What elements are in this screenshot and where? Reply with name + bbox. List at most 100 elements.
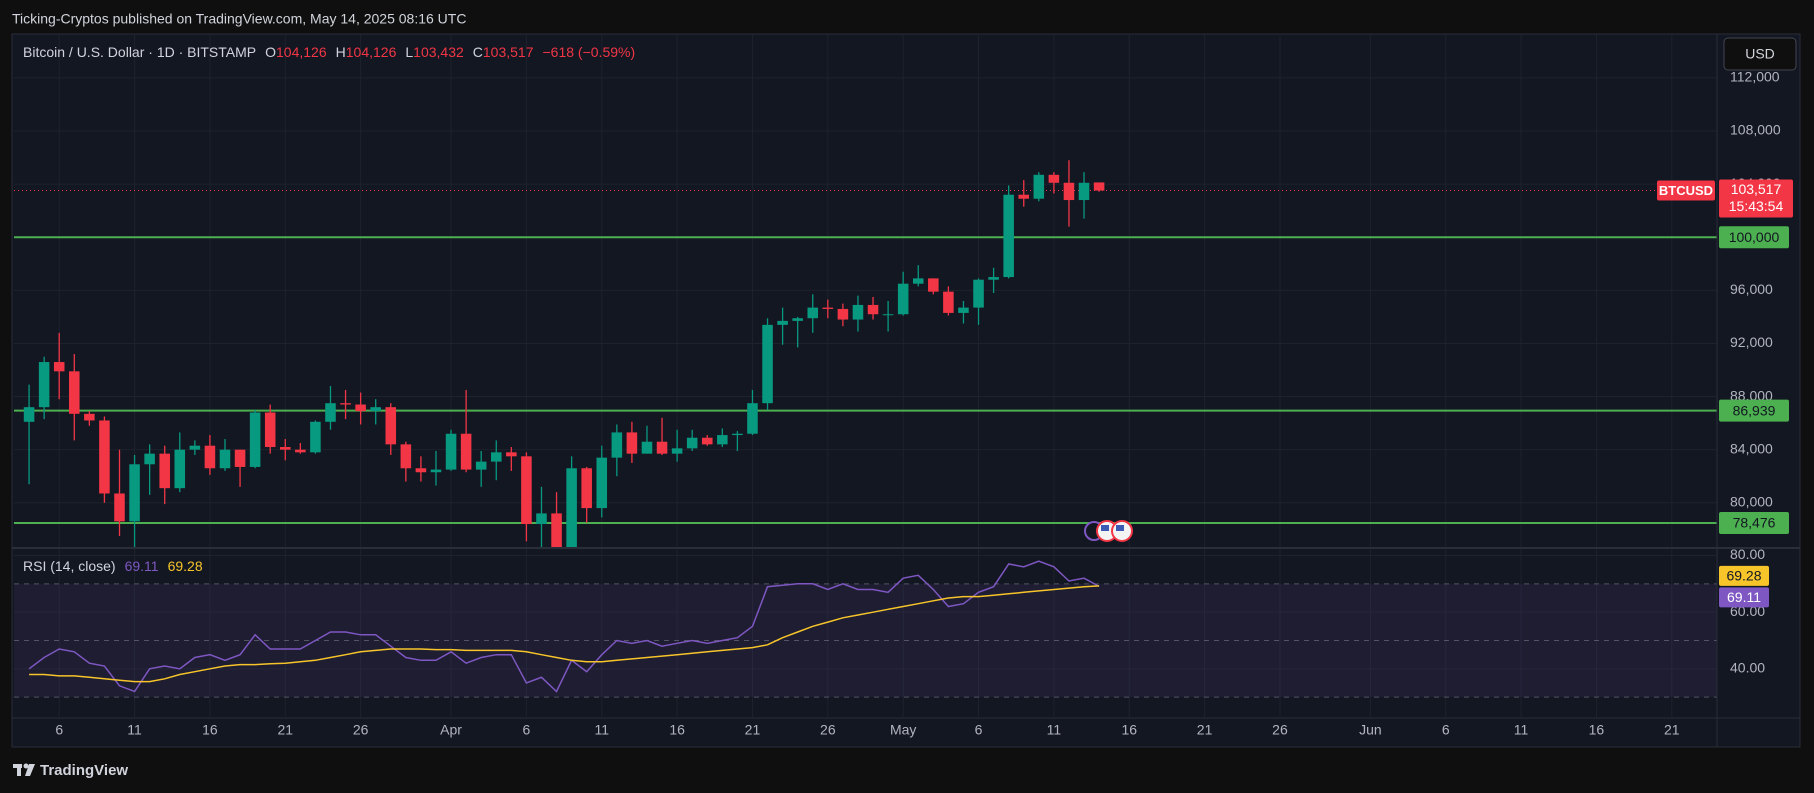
candle-body: [792, 318, 803, 321]
candle-body: [189, 445, 201, 450]
candle-body: [611, 432, 623, 458]
candle-body: [777, 320, 788, 325]
candle-body: [882, 314, 894, 316]
candle-body: [69, 371, 80, 414]
candle-body: [912, 278, 924, 284]
candle-body: [566, 468, 577, 547]
candle-body: [355, 404, 366, 412]
rsi-line: [28, 560, 1100, 693]
candle-body: [249, 412, 261, 467]
x-tick-label: 6: [55, 722, 63, 738]
level-badge: [1719, 512, 1789, 535]
price-pane: [23, 160, 1105, 547]
rsi-title: RSI (14, close): [23, 558, 116, 574]
candle-body: [129, 464, 140, 522]
y-tick-label: 92,000: [1730, 334, 1773, 350]
axis-layer: 6 11 16 21 26 Apr 6 11 16 21 26 May 6 11 16 21 26 Jun 6 11 1…: [55, 69, 1781, 738]
y-tick-label: 108,000: [1730, 122, 1781, 138]
x-tick-label: May: [890, 722, 916, 738]
candle-body: [84, 413, 95, 421]
x-tick-label: 26: [1272, 722, 1288, 738]
candle-body: [943, 291, 954, 313]
flag-canton: [1101, 525, 1109, 531]
ohlc-value: 104,126: [276, 44, 327, 60]
y-tick-label: 40.00: [1730, 660, 1765, 676]
x-tick-label: 6: [1442, 722, 1450, 738]
rsi-value-badge: [1719, 565, 1769, 586]
candle-body: [445, 433, 457, 470]
last-price-label: 103,517: [1731, 181, 1782, 197]
logo-shape: [23, 763, 29, 769]
candle-body: [234, 449, 246, 467]
x-tick-label: 16: [1589, 722, 1605, 738]
y-tick-label: 96,000: [1730, 281, 1773, 297]
candle-body: [264, 412, 276, 448]
candle-body: [1078, 182, 1090, 201]
candle-body: [521, 456, 532, 525]
rsi-value-label: 69.11: [1727, 589, 1761, 605]
candle-body: [867, 304, 879, 315]
candle-body: [671, 448, 683, 454]
symbol-badge: [1657, 180, 1715, 201]
candle-body: [551, 513, 562, 547]
level-badge: [1719, 399, 1789, 422]
x-tick-label: 11: [1514, 722, 1529, 738]
change-value: −618 (−0.59%): [543, 44, 636, 60]
level-label: 100,000: [1729, 229, 1780, 245]
rsi-band-layer: [14, 583, 1717, 698]
y-tick-label: 88,000: [1730, 387, 1773, 403]
x-tick-label: Apr: [440, 722, 462, 738]
candle-body: [400, 444, 412, 469]
candle-body: [747, 403, 758, 434]
x-tick-label: Jun: [1359, 722, 1382, 738]
x-tick-label: 11: [127, 722, 142, 738]
currency-button[interactable]: [1723, 37, 1797, 71]
candle-body: [38, 362, 50, 408]
candle-body: [430, 469, 442, 473]
candle-body: [686, 437, 698, 449]
candle-body: [958, 307, 969, 313]
candle-body: [837, 308, 849, 320]
countdown-label: 15:43:54: [1729, 198, 1784, 214]
x-tick-label: 21: [1664, 722, 1680, 738]
candle-body: [928, 278, 939, 292]
candle-body: [596, 457, 608, 509]
x-tick-label: 26: [820, 722, 836, 738]
candle-body: [385, 407, 397, 445]
candle-body: [1063, 182, 1075, 201]
ohlc-key: C: [473, 44, 483, 60]
x-tick-label: 21: [745, 722, 761, 738]
level-label: 86,939: [1733, 402, 1776, 418]
candle-body: [701, 437, 713, 445]
candle-body: [822, 307, 834, 309]
ohlc-value: 104,126: [346, 44, 397, 60]
flag-canton: [1116, 525, 1124, 531]
candle-body: [295, 449, 306, 453]
x-tick-label: 21: [277, 722, 293, 738]
currency-label[interactable]: USD: [1745, 46, 1775, 62]
candle-body: [53, 362, 65, 372]
candle-body: [460, 433, 472, 470]
x-tick-label: 21: [1197, 722, 1213, 738]
x-tick-label: 11: [1047, 722, 1062, 738]
candle-body: [99, 420, 110, 494]
publisher-line: Ticking-Cryptos published on TradingView…: [12, 11, 466, 27]
logo-shape: [25, 764, 35, 776]
y-tick-label: 112,000: [1730, 69, 1780, 85]
candle-body: [973, 279, 984, 308]
candle-body: [279, 447, 291, 450]
x-tick-label: 16: [669, 722, 685, 738]
rsi-value-badge: [1719, 587, 1769, 608]
candle-body: [536, 513, 547, 525]
candle-body: [114, 493, 125, 522]
x-tick-label: 11: [594, 722, 609, 738]
candle-body: [159, 453, 170, 489]
candle-body: [732, 433, 743, 436]
footer-brand: TradingView: [40, 762, 128, 779]
candle-body: [370, 407, 381, 412]
candle-body: [219, 449, 231, 469]
y-tick-label: 84,000: [1730, 440, 1773, 456]
x-tick-label: 6: [975, 722, 983, 738]
candle-body: [174, 449, 186, 489]
rsi-value-label: 69.28: [1726, 568, 1761, 584]
